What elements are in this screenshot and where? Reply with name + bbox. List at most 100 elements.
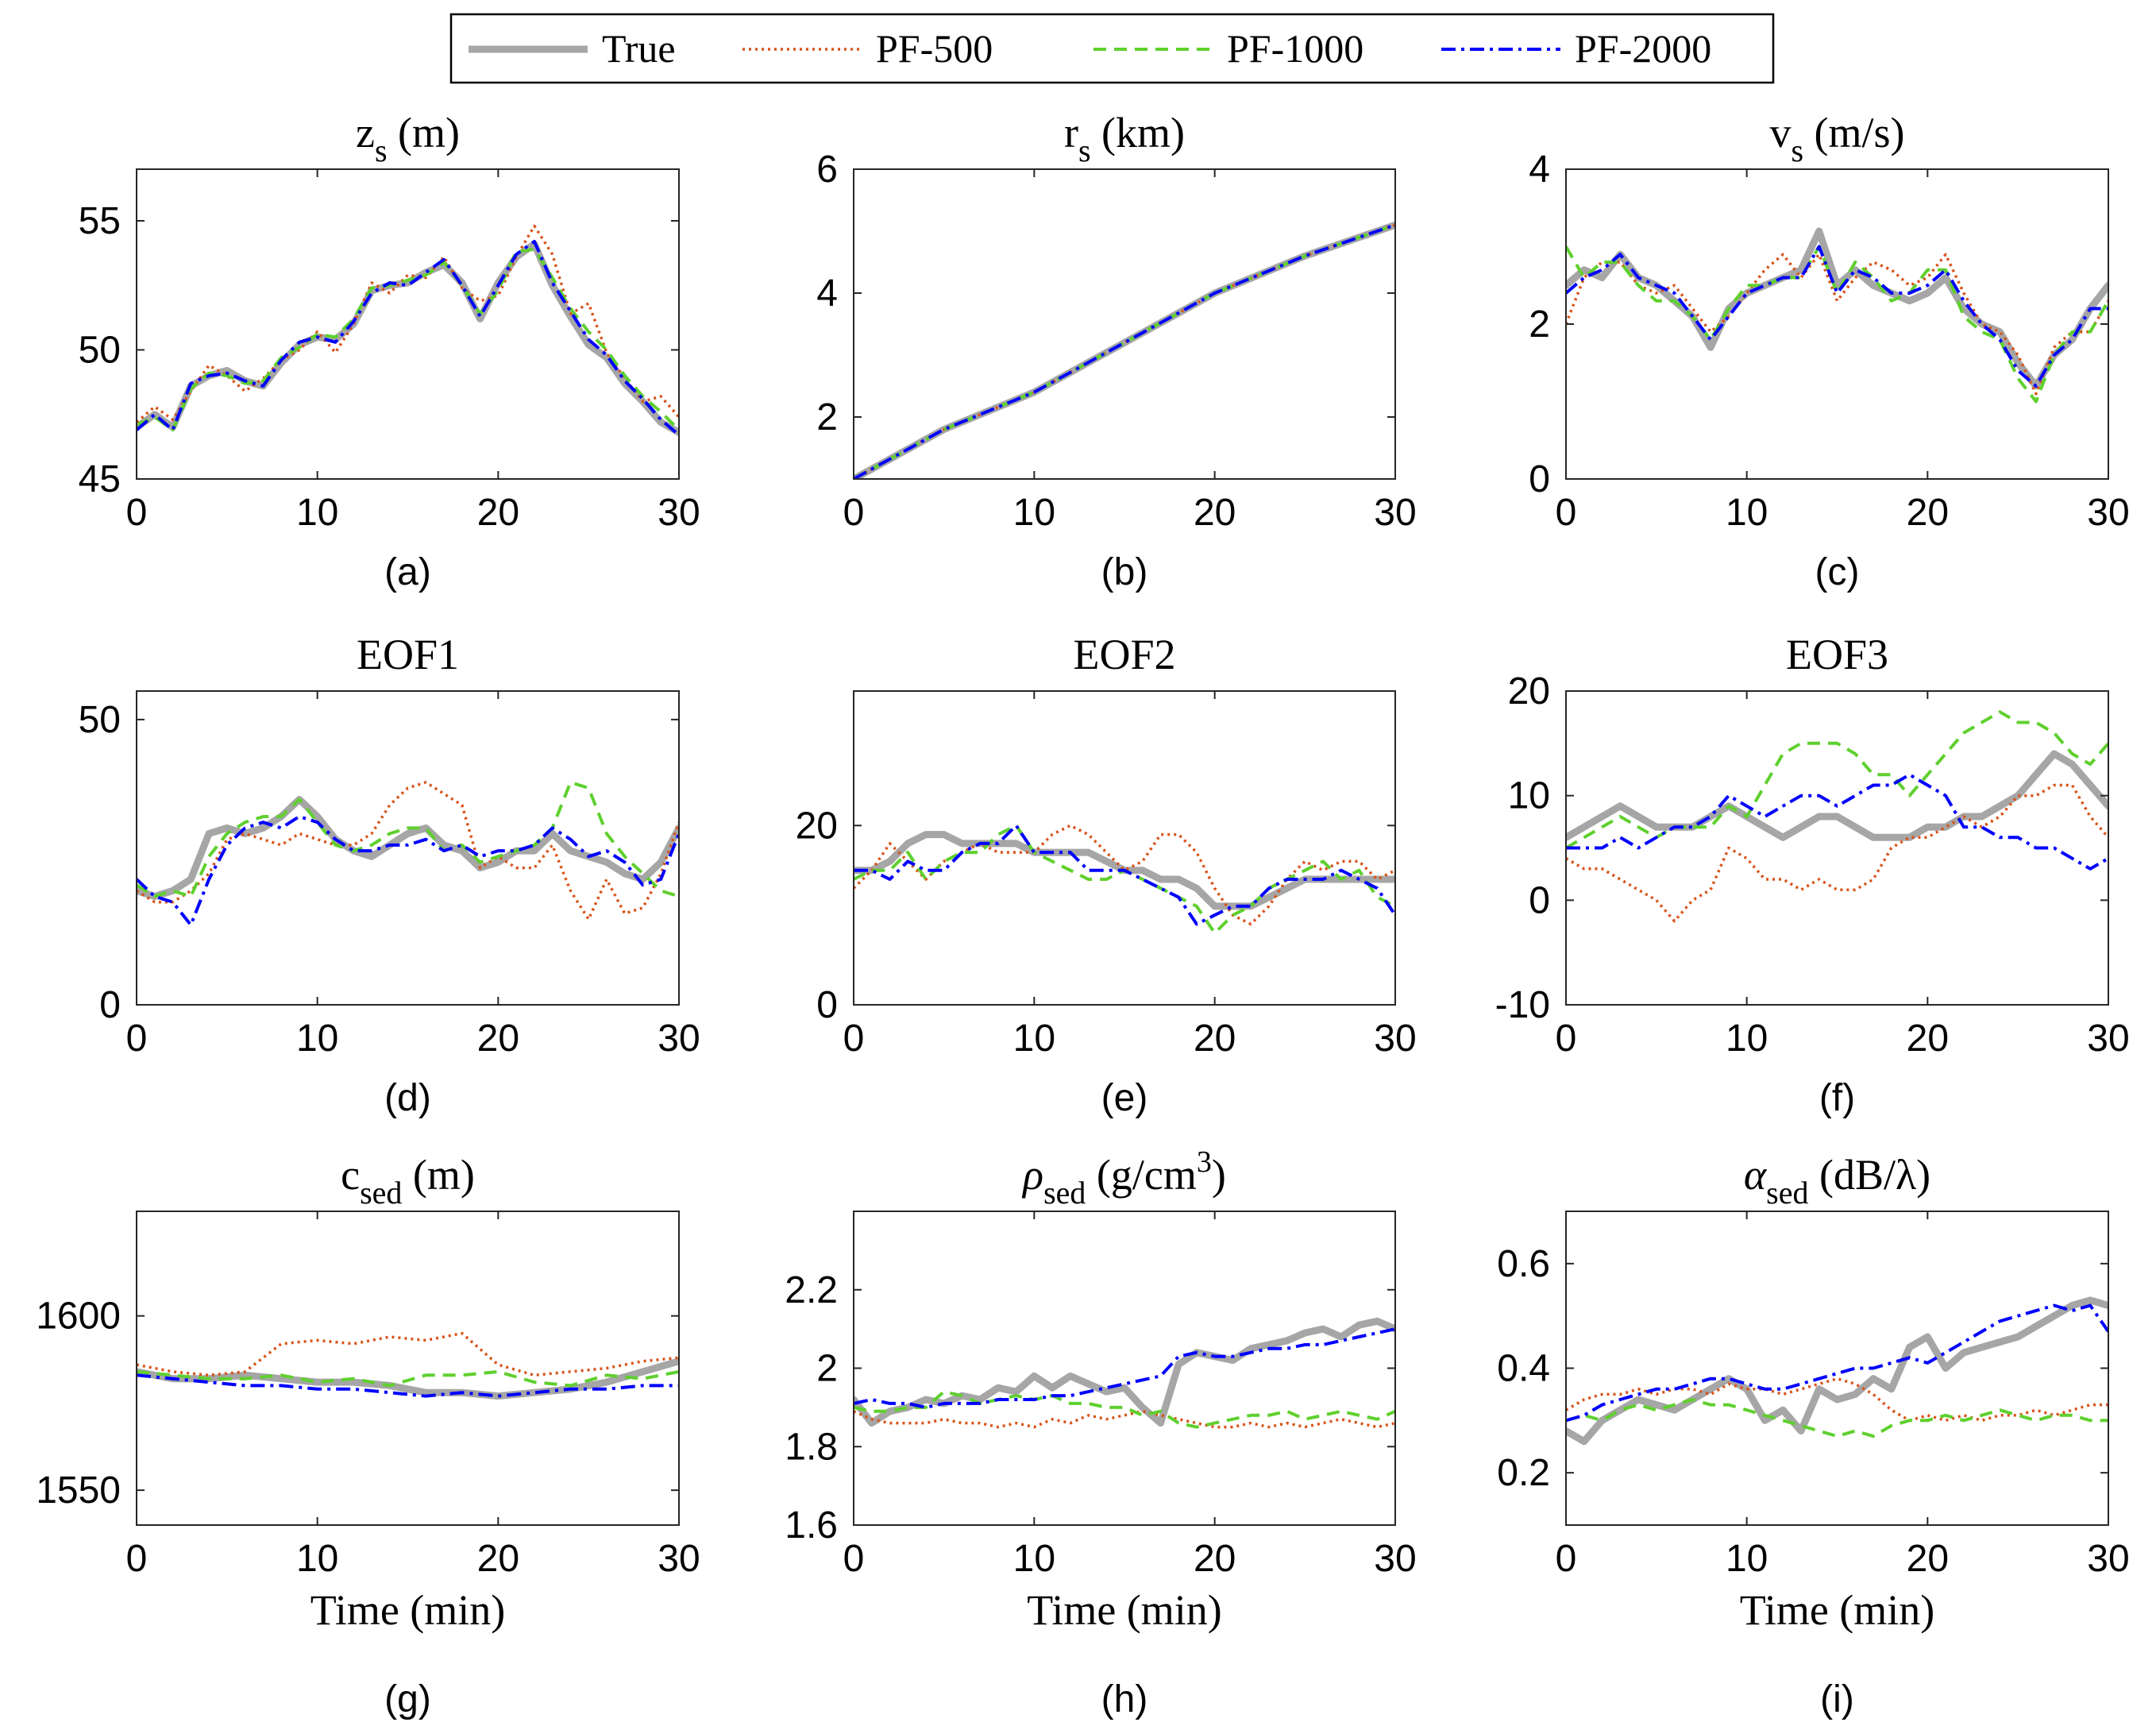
y-tick-label: 2.2 [785, 1269, 838, 1311]
series-group [137, 780, 679, 927]
y-tick-label: 0 [99, 984, 121, 1026]
y-tick-label: 2 [1529, 303, 1550, 346]
legend-label-pf-500: PF-500 [876, 26, 993, 71]
panel-title: ρsed (g/cm3) [1021, 1145, 1226, 1211]
series-line-pf-1000 [137, 1369, 679, 1388]
x-tick-label: 30 [2087, 1538, 2129, 1580]
x-tick-label: 10 [1013, 1538, 1055, 1580]
y-tick-label: 0 [1529, 458, 1550, 500]
series-line-pf-500 [137, 781, 679, 921]
series-line-pf-500 [854, 223, 1395, 479]
series-line-pf-2000 [854, 223, 1395, 479]
series-line-true [1566, 750, 2108, 841]
legend-box [449, 13, 1775, 84]
series-group [137, 224, 679, 437]
x-tick-label: 30 [658, 492, 700, 534]
series-line-pf-2000 [1566, 245, 2108, 388]
x-tick-label: 0 [1556, 1018, 1577, 1060]
plot-area-frame [136, 690, 680, 1006]
x-tick-label: 0 [843, 1018, 865, 1060]
series-group [1566, 710, 2108, 923]
y-tick-label: 4 [816, 272, 838, 315]
panel-title: αsed (dB/λ) [1744, 1151, 1930, 1211]
panel-title: csed (m) [341, 1151, 475, 1211]
series-line-true [137, 240, 679, 436]
series-line-pf-500 [137, 224, 679, 423]
legend-label-true: True [602, 26, 676, 71]
x-tick-label: 0 [1556, 492, 1577, 534]
series-line-true [1566, 1296, 2108, 1446]
y-tick-label: 2 [816, 1348, 838, 1390]
panel-title: EOF2 [1073, 631, 1175, 678]
legend-label-pf-1000: PF-1000 [1227, 26, 1363, 71]
x-tick-label: 20 [477, 1018, 519, 1060]
panel-b: 0 10 20 30 2 4 6 rs (km) (b) [816, 109, 1416, 593]
series-line-pf-1000 [137, 780, 679, 898]
panel-c: 0 10 20 30 0 2 4 vs (m/s) (c) [1529, 109, 2129, 593]
y-tick-label: 0.6 [1497, 1243, 1550, 1285]
x-tick-label: 20 [1907, 1018, 1949, 1060]
legend: True PF-500 PF-1000 PF-2000 [449, 13, 1775, 84]
y-tick-label: 20 [1508, 670, 1550, 712]
series-group [1566, 1296, 2108, 1446]
y-tick-label: 50 [79, 699, 121, 741]
x-tick-label: 0 [126, 1018, 148, 1060]
plot-area-frame [1565, 1211, 2109, 1526]
x-tick-label: 30 [2087, 492, 2129, 534]
panel-letter: (e) [1101, 1077, 1148, 1119]
y-tick-label: 10 [1508, 775, 1550, 817]
x-tick-label: 10 [296, 1018, 338, 1060]
panel-h: 0 10 20 30 1.6 1.8 2 2.2 ρsed (g/cm3) Time (min) (… [785, 1145, 1416, 1720]
panel-a: 0 10 20 30 45 50 55 zs (m) (a) [79, 109, 700, 593]
panel-e: 0 10 20 30 0 20 EOF2 (e) [796, 631, 1417, 1119]
y-tick-label: 45 [79, 458, 121, 500]
x-tick-label: 20 [1907, 1538, 1949, 1580]
series-line-pf-500 [854, 1410, 1395, 1429]
series-line-pf-2000 [1566, 773, 2108, 871]
plot-area-frame [853, 1211, 1396, 1526]
panel-letter: (i) [1820, 1678, 1854, 1720]
y-tick-label: 6 [816, 149, 838, 191]
x-tick-label: 20 [1194, 1538, 1236, 1580]
panel-title: zs (m) [356, 109, 460, 168]
x-tick-label: 10 [1726, 492, 1768, 534]
y-tick-label: 20 [796, 805, 838, 847]
series-line-pf-500 [137, 1331, 679, 1377]
plot-area-frame [853, 690, 1396, 1006]
series-line-pf-500 [1566, 253, 2108, 396]
series-line-true [1566, 227, 2108, 390]
x-tick-label: 0 [126, 1538, 148, 1580]
plot-area-frame [1565, 690, 2109, 1006]
x-tick-label: 10 [1726, 1538, 1768, 1580]
series-line-true [854, 221, 1395, 479]
y-tick-label: 55 [79, 200, 121, 242]
panel-i: 0 10 20 30 0.2 0.4 0.6 αsed (dB/λ) Time (min) (i) [1497, 1151, 2129, 1720]
panel-title: rs (km) [1064, 109, 1185, 168]
y-tick-label: 0.4 [1497, 1348, 1550, 1390]
series-line-pf-500 [854, 824, 1395, 926]
plot-area-frame [136, 1211, 680, 1526]
x-tick-label: 20 [477, 492, 519, 534]
x-tick-label: 30 [2087, 1018, 2129, 1060]
x-tick-label: 30 [658, 1018, 700, 1060]
series-line-pf-1000 [137, 247, 679, 432]
plot-area-frame [136, 168, 680, 480]
series-group [854, 1317, 1395, 1429]
y-tick-label: 1600 [36, 1296, 121, 1338]
x-tick-label: 20 [1907, 492, 1949, 534]
x-tick-label: 0 [126, 492, 148, 534]
x-tick-label: 30 [658, 1538, 700, 1580]
panel-g: 0 10 20 30 1550 1600 csed (m) Time (min) (g) [36, 1151, 700, 1720]
series-line-true [854, 1317, 1395, 1427]
x-tick-label: 0 [843, 1538, 865, 1580]
series-line-pf-2000 [1566, 1303, 2108, 1423]
legend-label-pf-2000: PF-2000 [1575, 26, 1711, 71]
x-axis-label: Time (min) [1740, 1586, 1935, 1634]
series-line-true [137, 1357, 679, 1400]
x-tick-label: 10 [1013, 492, 1055, 534]
y-tick-label: 1550 [36, 1469, 121, 1512]
x-tick-label: 0 [843, 492, 865, 534]
series-line-pf-1000 [854, 223, 1395, 479]
